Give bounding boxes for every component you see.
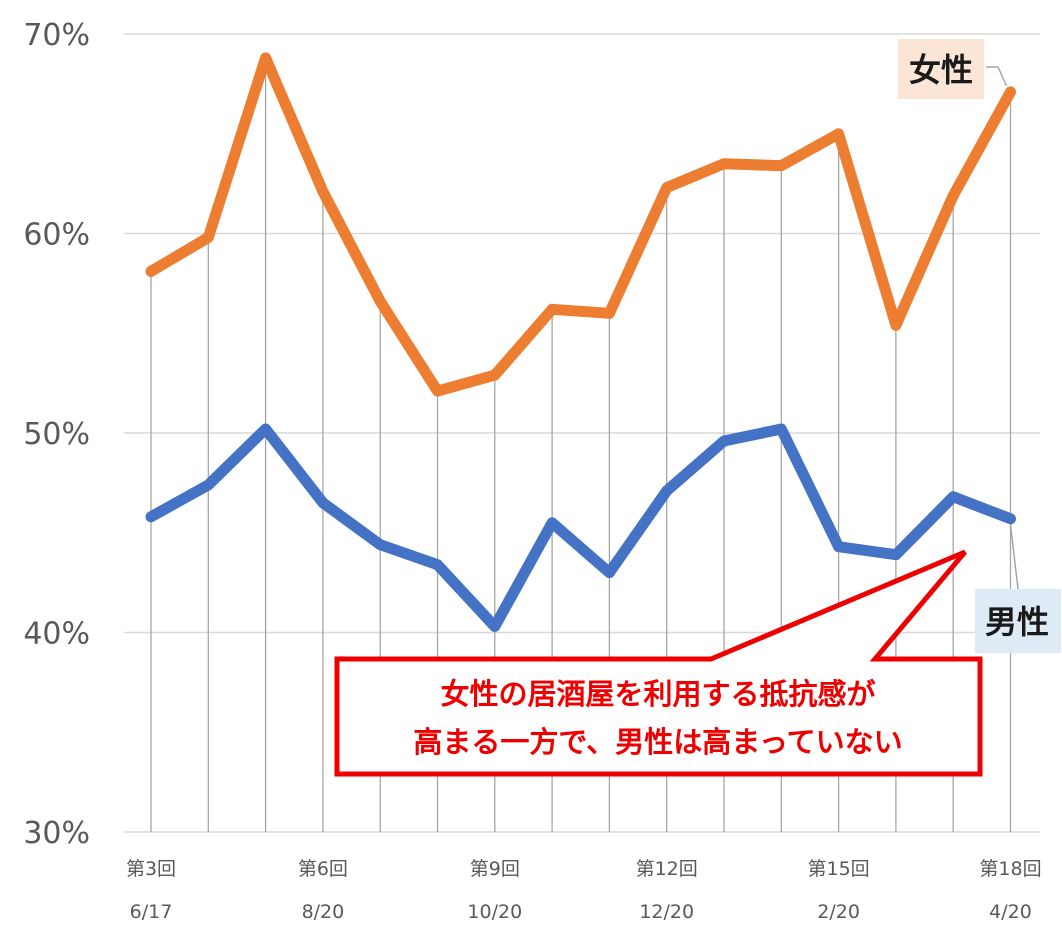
x-tick-date-label: 4/20	[989, 901, 1032, 923]
x-axis: 第3回 6/17 第6回 8/20 第9回 10/20 第12回 12/20 第15回 2/20 第…	[126, 858, 1042, 923]
annotation-callout: 女性の居酒屋を利用する抵抗感が 高まる一方で、男性は高まっていない	[334, 549, 983, 777]
x-tick-round-label: 第15回	[808, 858, 870, 880]
series-lines	[145, 52, 1016, 632]
callout-text-line1: 女性の居酒屋を利用する抵抗感が	[440, 677, 875, 711]
x-tick-date-label: 8/20	[302, 901, 345, 923]
female-series-line	[145, 52, 1016, 397]
callout-text-line2: 高まる一方で、男性は高まっていない	[413, 725, 902, 759]
y-axis: 30% 40% 50% 60% 70%	[23, 18, 90, 851]
female-label-text: 女性	[909, 51, 973, 89]
x-tick-date-label: 12/20	[639, 901, 694, 923]
y-tick-label: 70%	[23, 18, 90, 53]
male-label-text: 男性	[985, 603, 1049, 641]
x-tick-date-label: 6/17	[130, 901, 173, 923]
y-tick-label: 30%	[23, 816, 90, 851]
y-tick-label: 40%	[23, 617, 90, 652]
female-series-label: 女性	[898, 39, 984, 99]
male-label-background	[975, 589, 1061, 653]
male-label-leader	[1009, 524, 1019, 590]
x-tick-round-label: 第12回	[636, 858, 698, 880]
y-tick-label: 60%	[23, 218, 90, 253]
x-tick-date-label: 2/20	[817, 901, 860, 923]
x-tick-round-label: 第9回	[470, 858, 520, 880]
x-tick-round-label: 第18回	[979, 858, 1041, 880]
x-tick-round-label: 第6回	[298, 858, 348, 880]
male-series-line	[145, 423, 1016, 632]
x-tick-round-label: 第3回	[126, 858, 176, 880]
female-label-background	[898, 39, 984, 99]
female-label-leader-segment	[997, 66, 1008, 87]
callout-box	[334, 549, 983, 777]
male-series-label: 男性	[975, 589, 1061, 653]
y-tick-label: 50%	[23, 417, 90, 452]
x-tick-date-label: 10/20	[467, 901, 522, 923]
